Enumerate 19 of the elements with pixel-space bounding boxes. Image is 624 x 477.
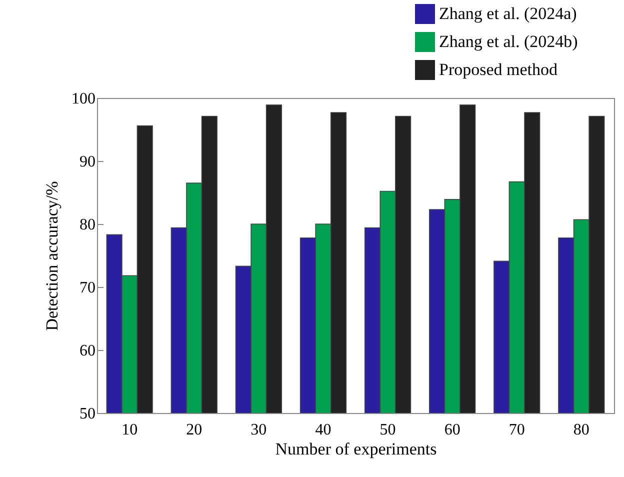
y-tick-label: 100 bbox=[72, 90, 96, 108]
y-tick-label: 80 bbox=[80, 216, 96, 234]
x-tick-label: 50 bbox=[380, 422, 396, 438]
legend-label: Proposed method bbox=[439, 60, 558, 79]
legend-label: Zhang et al. (2024a) bbox=[439, 4, 577, 23]
x-tick-label: 10 bbox=[122, 422, 138, 438]
y-tick-label: 50 bbox=[80, 406, 96, 422]
x-tick-label: 30 bbox=[250, 422, 267, 438]
x-tick-label: 60 bbox=[444, 422, 460, 438]
y-tick-label: 90 bbox=[80, 154, 96, 170]
x-axis-title: Number of experiments bbox=[275, 440, 437, 458]
y-tick-label: 70 bbox=[80, 280, 96, 296]
x-tick-label: 20 bbox=[186, 422, 202, 438]
x-tick-label: 40 bbox=[315, 422, 332, 438]
legend-label: Zhang et al. (2024b) bbox=[439, 32, 578, 51]
y-tick-label: 60 bbox=[80, 342, 96, 360]
y-axis-title: Detection accuracy/% bbox=[42, 181, 62, 331]
x-tick-label: 70 bbox=[508, 422, 525, 438]
x-tick-label: 80 bbox=[573, 422, 590, 438]
